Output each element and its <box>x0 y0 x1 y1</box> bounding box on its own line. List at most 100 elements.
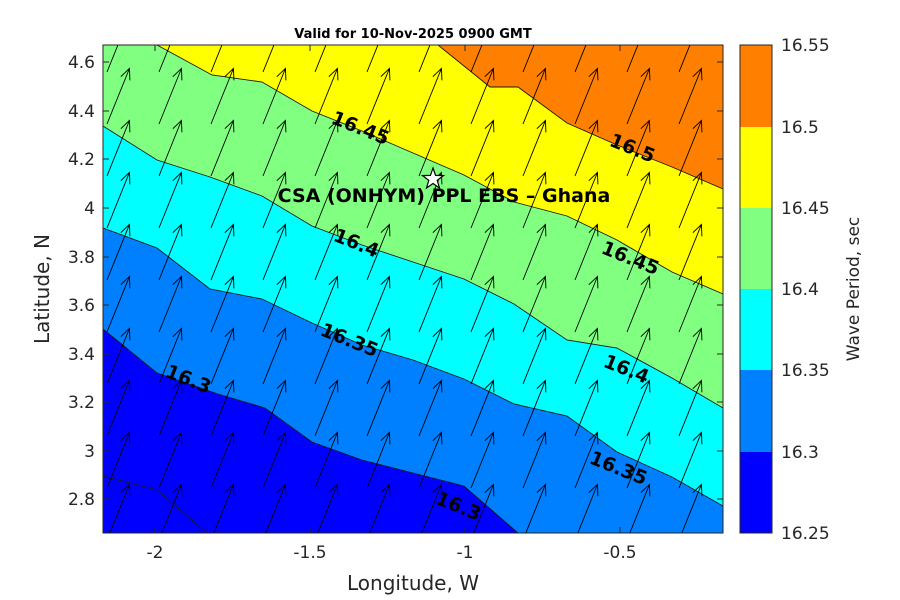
wave-arrow <box>681 483 703 533</box>
wave-arrow <box>626 431 651 489</box>
wave-arrow <box>210 223 235 281</box>
wave-arrow <box>158 171 183 229</box>
wave-arrow <box>678 431 703 489</box>
y-tick-label: 3 <box>84 442 95 462</box>
colorbar-band <box>740 127 772 208</box>
wave-arrow <box>366 67 391 125</box>
wave-arrow <box>106 275 131 333</box>
wave-arrow <box>106 171 131 229</box>
wave-arrow <box>522 119 547 177</box>
wave-arrow <box>314 45 327 73</box>
wave-arrow <box>262 327 287 385</box>
y-axis-label: Latitude, N <box>30 234 54 344</box>
colorbar-tick-label: 16.45 <box>781 199 830 219</box>
wave-arrow <box>522 45 535 73</box>
wave-arrow <box>262 119 287 177</box>
wave-arrow <box>525 483 547 533</box>
wave-arrow <box>522 327 547 385</box>
wave-arrow <box>262 431 287 489</box>
star-icon[interactable] <box>420 166 446 190</box>
y-tick-label: 4.4 <box>68 102 95 122</box>
wave-arrow <box>106 67 131 125</box>
wave-arrow <box>265 483 287 533</box>
wave-arrow <box>470 171 495 229</box>
wave-arrow <box>574 431 599 489</box>
wave-arrow <box>470 119 495 177</box>
wave-arrow <box>106 379 131 437</box>
wave-arrow <box>678 171 703 229</box>
y-tick-label: 4 <box>84 199 95 219</box>
wave-arrow <box>314 431 339 489</box>
site-label: CSA (ONHYM) PPL EBS – Ghana <box>278 185 611 207</box>
wave-arrow <box>678 119 703 177</box>
colorbar-frame <box>739 44 773 534</box>
wave-arrow <box>470 223 495 281</box>
wave-arrow <box>418 327 443 385</box>
colorbar-tick-label: 16.3 <box>781 443 819 463</box>
wave-arrow <box>210 327 235 385</box>
wave-arrow <box>366 379 391 437</box>
wave-arrow <box>366 119 391 177</box>
colorbar-band <box>740 370 772 452</box>
x-tick-label: -2 <box>147 543 164 563</box>
wave-arrow <box>213 483 235 533</box>
colorbar-tick-label: 16.5 <box>781 118 819 138</box>
wave-arrow <box>418 67 443 125</box>
wave-arrow <box>473 483 495 533</box>
wave-arrow <box>421 483 443 533</box>
wave-arrow <box>106 327 131 385</box>
wave-arrow <box>522 379 547 437</box>
wave-arrow <box>106 119 131 177</box>
wave-arrow <box>522 171 547 229</box>
wave-arrow <box>574 119 599 177</box>
wave-arrow <box>158 45 171 73</box>
wave-arrow <box>366 431 391 489</box>
y-axis: 2.8 3 3.2 3.4 3.6 3.8 4 4.2 4.4 4.6 Lati… <box>30 53 723 510</box>
wave-arrow <box>314 275 339 333</box>
wave-arrow <box>522 223 547 281</box>
wave-arrow <box>210 379 235 437</box>
wave-arrow <box>314 327 339 385</box>
wave-arrow <box>574 67 599 125</box>
wave-arrow <box>210 171 235 229</box>
wave-direction-arrows <box>106 45 703 533</box>
wave-arrow <box>678 223 703 281</box>
colorbar-tick-label: 16.25 <box>781 524 830 544</box>
y-tick-label: 3.2 <box>68 393 95 413</box>
wave-arrow <box>314 67 339 125</box>
wave-arrow <box>262 171 287 229</box>
y-tick-label: 3.4 <box>68 345 95 365</box>
wave-arrow <box>314 171 339 229</box>
wave-arrow <box>317 483 339 533</box>
map-title: Valid for 10-Nov-2025 0900 GMT <box>294 27 532 42</box>
wave-arrow <box>366 223 391 281</box>
wave-arrow <box>369 483 391 533</box>
contour-lines <box>103 45 723 533</box>
plot-frame <box>102 44 724 534</box>
colorbar: 16.25 16.3 16.35 16.4 16.45 16.5 16.55 W… <box>739 36 864 544</box>
wave-arrow <box>470 379 495 437</box>
wave-arrow <box>106 431 131 489</box>
wave-arrow <box>210 275 235 333</box>
wave-arrow <box>161 483 183 533</box>
wave-arrow <box>418 223 443 281</box>
x-axis-label: Longitude, W <box>347 571 479 595</box>
wave-arrow <box>626 223 651 281</box>
wave-arrow <box>626 275 651 333</box>
wave-arrow <box>109 483 131 533</box>
wave-arrow <box>418 45 431 73</box>
wave-arrow <box>626 171 651 229</box>
wave-period-field <box>103 45 723 533</box>
colorbar-label: Wave Period, sec <box>844 217 864 362</box>
x-axis: -2 -1.5 -1 -0.5 Longitude, W <box>147 45 637 595</box>
wave-arrow <box>418 431 443 489</box>
wave-arrow <box>158 431 183 489</box>
wave-arrow <box>522 275 547 333</box>
wave-arrow <box>574 275 599 333</box>
x-tick-label: -0.5 <box>603 543 636 563</box>
wave-arrow <box>158 223 183 281</box>
wave-arrow <box>678 45 691 73</box>
wave-arrow <box>574 223 599 281</box>
wave-arrow <box>262 67 287 125</box>
